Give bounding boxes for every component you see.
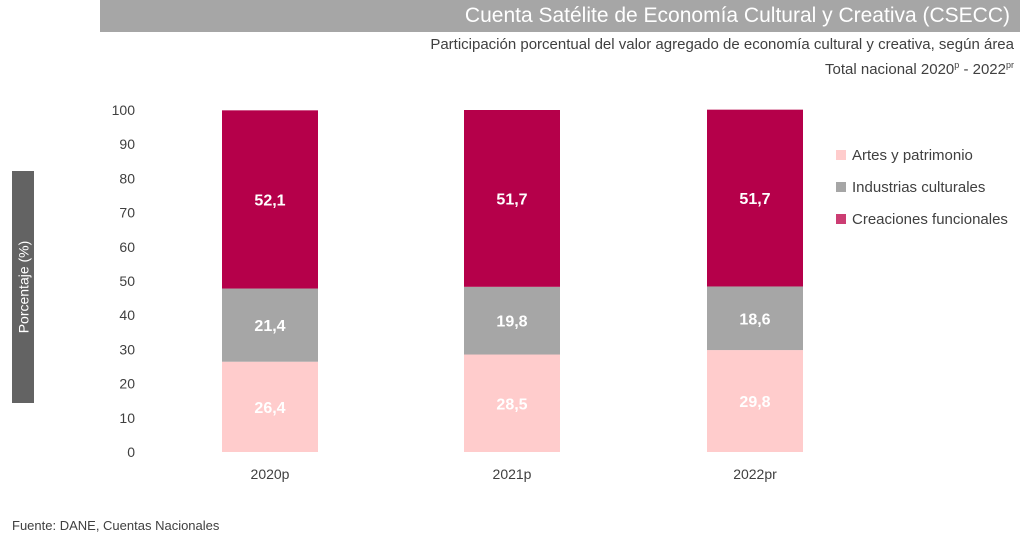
legend-item-creaciones: Creaciones funcionales: [836, 209, 1008, 229]
x-tick-label: 2022pr: [733, 466, 777, 482]
y-tick-label: 100: [112, 102, 136, 118]
y-tick-label: 30: [119, 341, 135, 357]
chart-legend: Artes y patrimonio Industrias culturales…: [836, 145, 1008, 241]
bar-segment: [222, 361, 318, 452]
y-tick-label: 40: [119, 307, 135, 323]
y-tick-label: 60: [119, 239, 135, 255]
y-tick-label: 90: [119, 136, 135, 152]
y-tick-label: 10: [119, 410, 135, 426]
legend-swatch-creaciones: [836, 214, 846, 224]
legend-swatch-artes: [836, 150, 846, 160]
x-tick-label: 2020p: [251, 466, 290, 482]
legend-label-artes: Artes y patrimonio: [852, 146, 973, 164]
legend-label-industrias: Industrias culturales: [852, 178, 986, 196]
y-tick-label: 80: [119, 170, 135, 186]
bar-data-label: 19,8: [496, 314, 527, 331]
bar-segment: [464, 286, 560, 355]
y-tick-label: 20: [119, 376, 135, 392]
period-middle: - 2022: [959, 61, 1006, 78]
legend-label-creaciones: Creaciones funcionales: [852, 210, 1008, 228]
bar-segment: [464, 110, 560, 287]
period-sup2: pr: [1005, 60, 1014, 70]
bar-segment: [707, 286, 803, 351]
bar-data-label: 51,7: [496, 191, 527, 208]
y-tick-label: 70: [119, 205, 135, 221]
bar-data-label: 51,7: [739, 191, 770, 208]
legend-item-industrias: Industrias culturales: [836, 177, 1008, 197]
bar-segment: [707, 350, 803, 452]
source-note: Fuente: DANE, Cuentas Nacionales: [12, 518, 220, 533]
chart-period: Total nacional 2020p - 2022pr: [825, 60, 1014, 79]
bar-segment: [464, 354, 560, 452]
bar-data-label: 21,4: [254, 318, 285, 335]
bar-data-label: 29,8: [739, 394, 770, 411]
bar-segment: [222, 288, 318, 362]
legend-swatch-industrias: [836, 182, 846, 192]
bar-data-label: 26,4: [254, 400, 285, 417]
bar-data-label: 18,6: [739, 311, 770, 328]
y-axis-label-box: [12, 171, 34, 403]
bar-segment: [707, 109, 803, 287]
y-tick-label: 0: [127, 444, 135, 460]
bar-segment: [222, 110, 318, 289]
bar-data-label: 28,5: [496, 396, 527, 413]
bar-data-label: 52,1: [254, 192, 285, 209]
period-prefix: Total nacional 2020: [825, 61, 955, 78]
y-tick-label: 50: [119, 273, 135, 289]
legend-item-artes: Artes y patrimonio: [836, 145, 1008, 165]
chart-subtitle: Participación porcentual del valor agreg…: [430, 36, 1014, 53]
chart-title: Cuenta Satélite de Economía Cultural y C…: [100, 0, 1020, 32]
x-tick-label: 2021p: [493, 466, 532, 482]
period-sup1: p: [954, 60, 960, 70]
